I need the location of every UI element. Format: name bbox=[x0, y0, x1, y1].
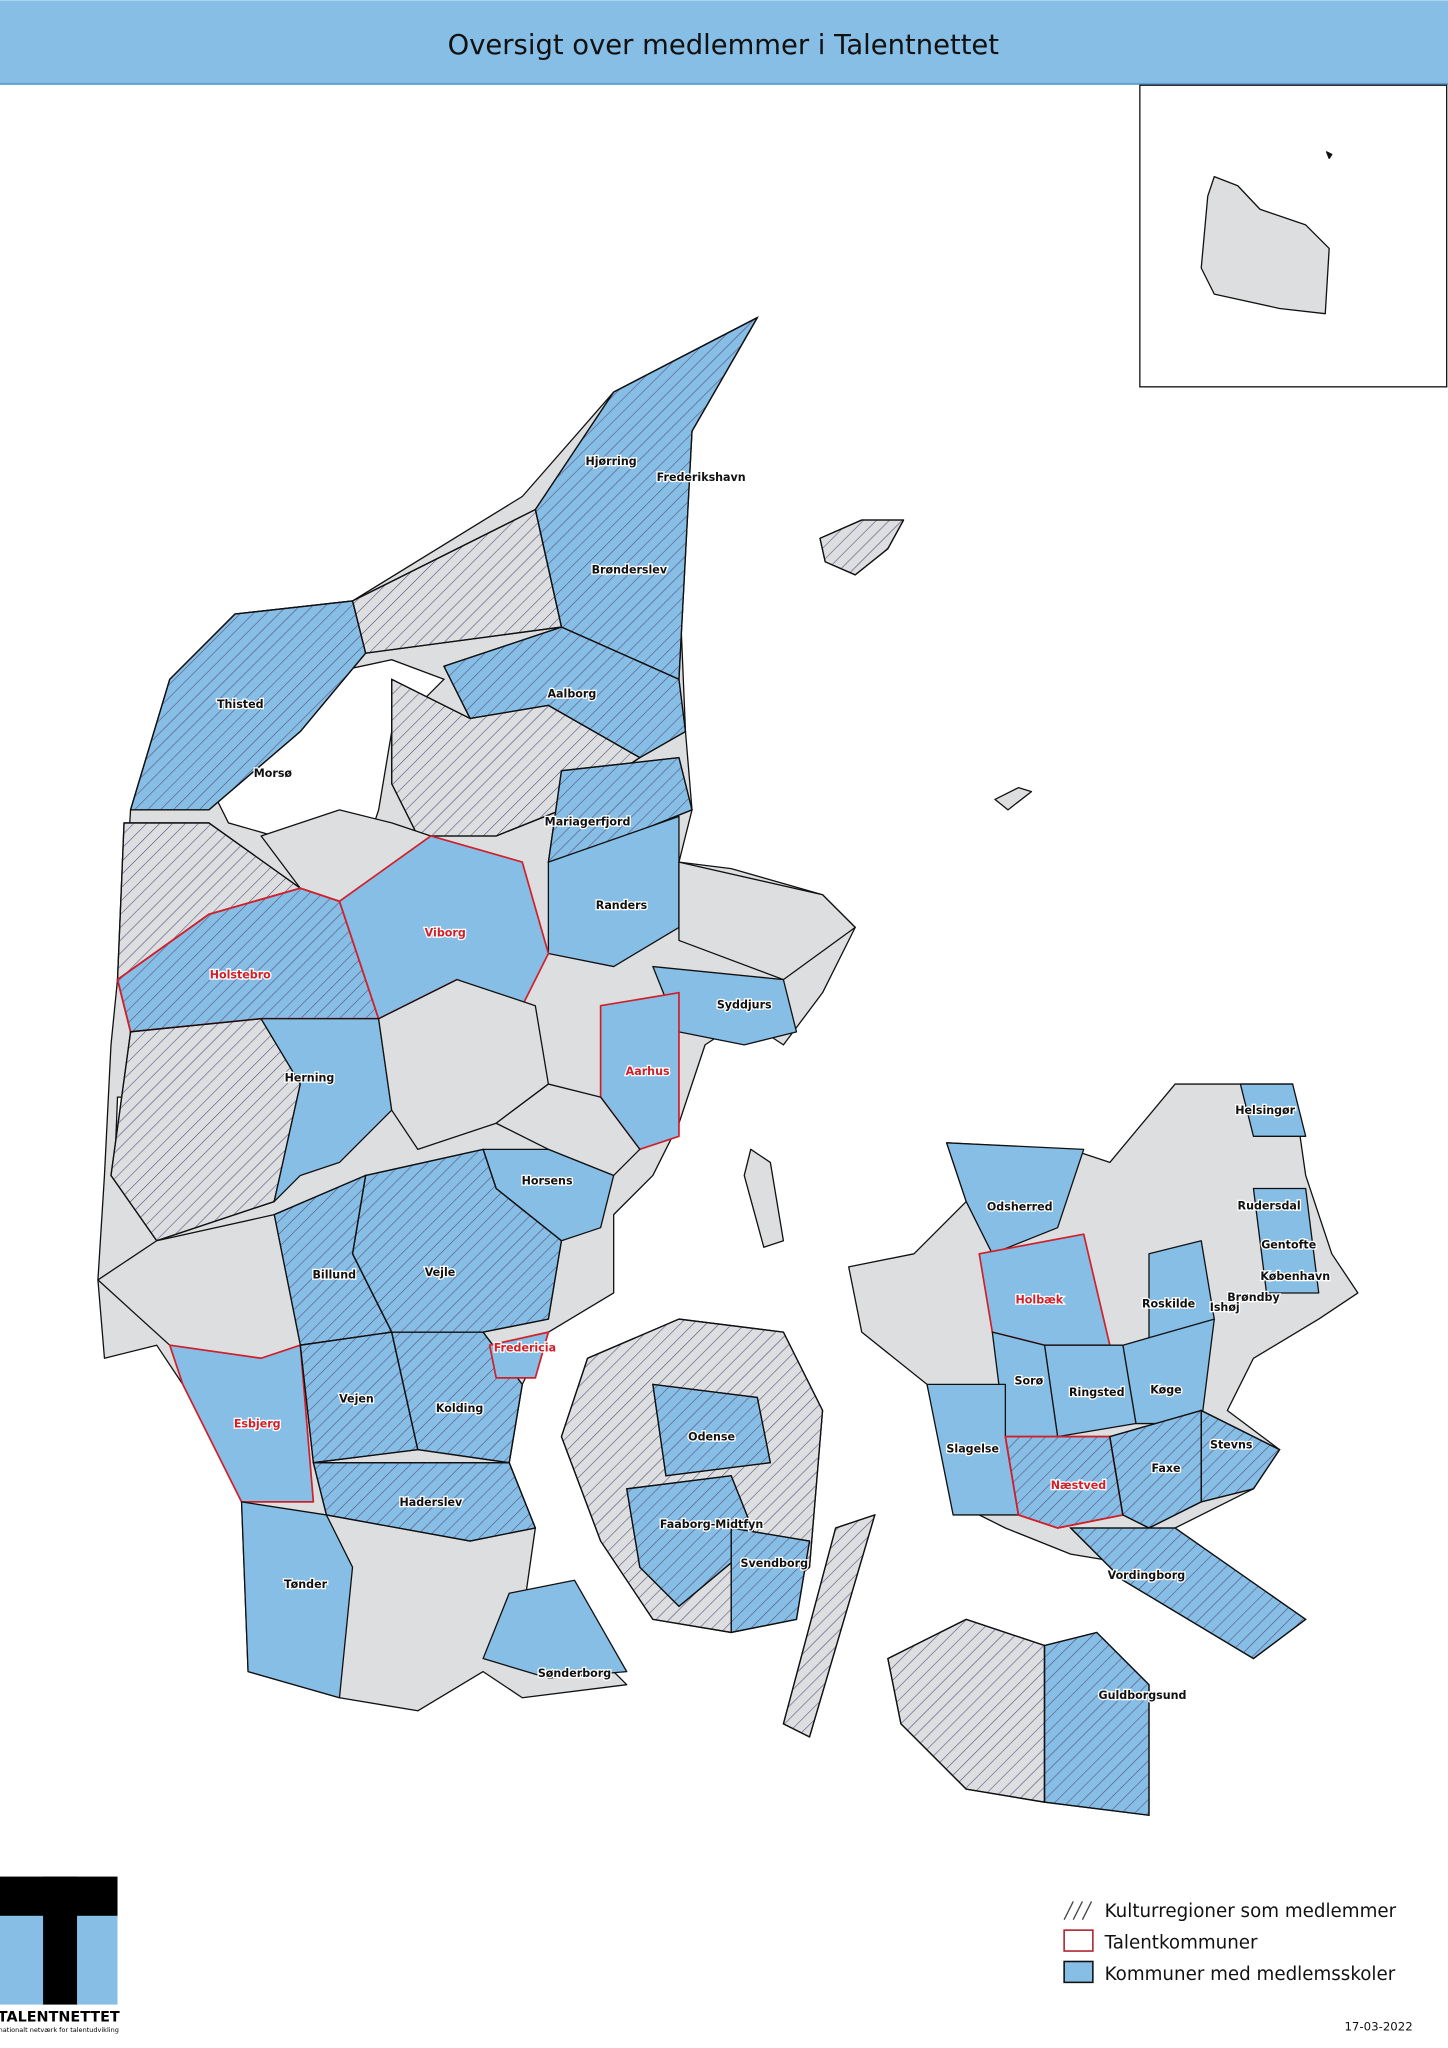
municipality-label: Brøndby bbox=[1227, 1291, 1280, 1304]
municipality-label: Slagelse bbox=[946, 1442, 999, 1455]
municipality-label: Sorø bbox=[1015, 1374, 1044, 1387]
municipality-label: Vordingborg bbox=[1108, 1569, 1186, 1582]
municipality-label: Aalborg bbox=[547, 688, 596, 701]
municipality-label: Næstved bbox=[1051, 1479, 1106, 1492]
municipality-label: Faxe bbox=[1151, 1462, 1180, 1475]
culture-region-hatch bbox=[390, 1331, 523, 1464]
member-municipality-area bbox=[547, 815, 680, 968]
culture-region-hatch bbox=[652, 1383, 772, 1477]
municipality-label: Haderslev bbox=[399, 1496, 463, 1509]
legend-item-talentkommuner: Talentkommuner bbox=[1063, 1929, 1258, 1953]
culture-region-hatch bbox=[625, 1475, 759, 1608]
municipality-label: Køge bbox=[1150, 1384, 1181, 1397]
municipality-area bbox=[678, 861, 856, 981]
municipality-label: Guldborgsund bbox=[1098, 1689, 1186, 1702]
blue-fill-symbol-icon bbox=[1063, 1960, 1094, 1984]
member-municipality-area bbox=[1252, 1187, 1320, 1294]
legend-item-medlemsskoler: Kommuner med medlemsskoler bbox=[1063, 1960, 1396, 1985]
municipality-label: Ringsted bbox=[1069, 1386, 1124, 1399]
bornholm-inset bbox=[1139, 84, 1448, 388]
municipality-label: Horsens bbox=[522, 1175, 573, 1188]
municipality-label: Holbæk bbox=[1016, 1293, 1064, 1306]
municipality-label: Kolding bbox=[436, 1402, 483, 1415]
culture-region-hatch bbox=[129, 600, 367, 811]
municipality-label: Thisted bbox=[217, 698, 264, 711]
municipality-label: Syddjurs bbox=[717, 998, 772, 1011]
member-municipality-area bbox=[240, 1501, 354, 1699]
culture-region-hatch bbox=[1109, 1409, 1202, 1529]
culture-region-hatch bbox=[887, 1618, 1046, 1803]
municipality-label: Aarhus bbox=[626, 1065, 670, 1078]
municipality-label: Odense bbox=[688, 1431, 735, 1444]
culture-region-hatch bbox=[730, 1527, 811, 1634]
municipality-label: Billund bbox=[312, 1269, 356, 1282]
municipality-label: Roskilde bbox=[1142, 1297, 1195, 1310]
culture-region-hatch bbox=[1043, 1631, 1150, 1816]
talent-municipality-area bbox=[168, 1344, 315, 1503]
member-municipality-area bbox=[945, 1142, 1085, 1255]
municipality-label: Mariagerfjord bbox=[545, 816, 631, 829]
culture-region-hatch bbox=[534, 316, 759, 681]
legend-label: Talentkommuner bbox=[1104, 1932, 1258, 1953]
municipality-label: Tønder bbox=[284, 1578, 328, 1591]
talent-municipality-area bbox=[488, 1331, 550, 1379]
denmark-map: Hjørring Frederikshavn Brønderslev Thisted A… bbox=[97, 316, 1359, 1816]
culture-region-hatch bbox=[1004, 1435, 1124, 1529]
municipality-label: Morsø bbox=[254, 767, 293, 780]
municipality-label: Holstebro bbox=[210, 968, 271, 981]
legend-label: Kommuner med medlemsskoler bbox=[1105, 1964, 1396, 1985]
municipality-label: Rudersdal bbox=[1238, 1199, 1301, 1212]
culture-region-hatch bbox=[312, 1462, 537, 1542]
municipality-label: Vejle bbox=[425, 1266, 456, 1279]
legend: Kulturregioner som medlemmer Talentkommu… bbox=[1063, 1901, 1397, 1985]
municipality-label: Gentofte bbox=[1261, 1239, 1316, 1252]
municipality-label: Svendborg bbox=[741, 1557, 808, 1570]
municipality-label: Sønderborg bbox=[538, 1667, 611, 1680]
logo-name: TALENTNETTET bbox=[0, 2010, 120, 2026]
municipality-label: Frederikshavn bbox=[657, 471, 746, 484]
municipality-label: Vejen bbox=[339, 1393, 374, 1406]
municipality-label: Fredericia bbox=[494, 1342, 556, 1355]
municipality-label: Brønderslev bbox=[592, 564, 668, 577]
municipality-label: Randers bbox=[596, 899, 648, 912]
municipality-label: Helsingør bbox=[1235, 1104, 1295, 1117]
municipality-label: Faaborg-Midtfyn bbox=[660, 1518, 763, 1531]
municipality-label: København bbox=[1260, 1270, 1330, 1283]
municipality-label: Herning bbox=[285, 1071, 335, 1084]
municipality-label: Hjørring bbox=[585, 455, 636, 468]
member-municipality-area bbox=[482, 1579, 628, 1679]
culture-region-hatch bbox=[782, 1513, 876, 1738]
legend-item-kulturregioner: Kulturregioner som medlemmer bbox=[1063, 1901, 1397, 1922]
member-municipality-area bbox=[1239, 1083, 1307, 1137]
map-date: 17-03-2022 bbox=[1344, 2020, 1412, 2034]
logo-tagline: nationalt netværk for talentudvikling bbox=[0, 2026, 119, 2034]
municipality-label: Odsherred bbox=[987, 1201, 1053, 1214]
municipality-label: Viborg bbox=[425, 927, 466, 940]
municipality-label: Esbjerg bbox=[234, 1417, 281, 1430]
talent-municipality-area bbox=[599, 991, 680, 1151]
header-bar bbox=[0, 0, 1448, 84]
page-title: Oversigt over medlemmer i Talentnettet bbox=[448, 30, 1000, 61]
legend-label: Kulturregioner som medlemmer bbox=[1105, 1901, 1397, 1922]
municipality-label: Ishøj bbox=[1210, 1301, 1240, 1314]
talentnettet-logo: TALENTNETTET nationalt netværk for talen… bbox=[0, 1876, 120, 2034]
municipality-label: Stevns bbox=[1210, 1438, 1253, 1451]
red-outline-symbol-icon bbox=[1063, 1929, 1094, 1952]
hatch-symbol-icon bbox=[1063, 1901, 1093, 1920]
culture-region-hatch bbox=[1069, 1527, 1307, 1660]
